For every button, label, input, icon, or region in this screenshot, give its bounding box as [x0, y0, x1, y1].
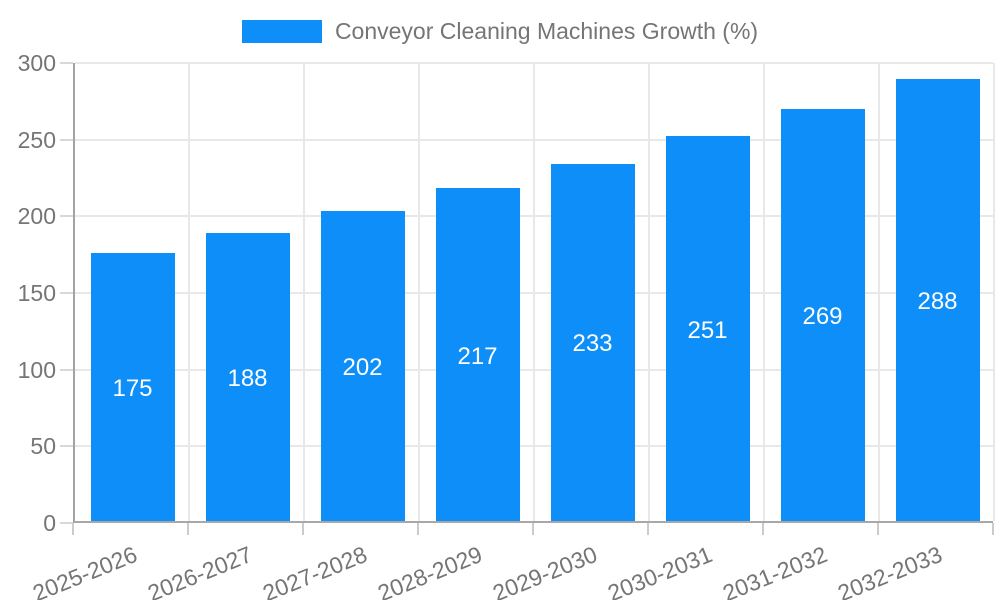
x-tick-label: 2029-2030 — [488, 541, 601, 600]
chart-plot-area: 175 188 202 217 233 251 269 288 — [73, 62, 995, 523]
x-tick-label: 2025-2026 — [28, 541, 141, 600]
bar-value-label: 188 — [227, 364, 268, 392]
x-tick — [992, 523, 994, 535]
x-tick-label: 2032-2033 — [833, 541, 946, 600]
y-tick-label: 150 — [17, 280, 56, 306]
bar-2031-2032[interactable] — [780, 108, 865, 521]
v-gridline — [763, 63, 765, 521]
x-tick-label: 2026-2027 — [143, 541, 256, 600]
y-tick-label: 200 — [17, 203, 56, 230]
v-gridline — [188, 63, 190, 521]
bar-2026-2027[interactable] — [205, 232, 290, 521]
v-gridline — [993, 63, 995, 521]
bar-2025-2026[interactable] — [90, 252, 175, 521]
bar-value-label: 217 — [457, 342, 498, 370]
y-tick — [60, 522, 73, 524]
bar-value-label: 269 — [802, 302, 843, 330]
x-tick — [72, 523, 74, 535]
v-gridline — [648, 63, 650, 521]
x-tick — [762, 523, 764, 535]
x-tick — [417, 523, 419, 535]
v-gridline — [418, 63, 420, 521]
chart-legend[interactable]: Conveyor Cleaning Machines Growth (%) — [0, 18, 1000, 45]
y-tick — [60, 62, 73, 64]
y-tick-label: 50 — [30, 433, 56, 460]
bar-2032-2033[interactable] — [895, 79, 980, 521]
x-tick — [187, 523, 189, 535]
y-tick — [60, 215, 73, 218]
v-gridline — [303, 63, 305, 521]
v-gridline — [878, 63, 880, 521]
bar-2030-2031[interactable] — [665, 136, 750, 521]
legend-swatch — [241, 20, 322, 43]
y-tick-label: 100 — [17, 356, 56, 383]
x-tick — [877, 523, 879, 535]
y-tick — [60, 138, 73, 141]
y-tick-label: 250 — [17, 126, 56, 153]
legend-label: Conveyor Cleaning Machines Growth (%) — [334, 18, 759, 44]
bar-value-label: 175 — [112, 374, 153, 402]
x-tick-label: 2030-2031 — [603, 541, 716, 600]
y-tick-label: 0 — [43, 510, 56, 536]
x-tick — [647, 523, 649, 535]
x-tick-label: 2031-2032 — [718, 541, 831, 600]
y-tick-label: 300 — [17, 50, 56, 76]
bar-value-label: 288 — [917, 288, 958, 316]
x-tick-label: 2028-2029 — [373, 541, 486, 600]
v-gridline — [533, 63, 535, 521]
bar-2028-2029[interactable] — [435, 188, 520, 521]
bar-2029-2030[interactable] — [550, 163, 635, 521]
x-tick — [302, 523, 304, 535]
bar-value-label: 202 — [342, 354, 383, 382]
bar-value-label: 251 — [687, 316, 728, 344]
bar-value-label: 233 — [572, 330, 613, 358]
y-tick — [60, 445, 73, 448]
x-tick-label: 2027-2028 — [258, 541, 371, 600]
bar-2027-2028[interactable] — [320, 211, 405, 521]
y-tick — [60, 292, 73, 294]
y-tick — [60, 368, 73, 371]
x-tick — [532, 523, 534, 535]
